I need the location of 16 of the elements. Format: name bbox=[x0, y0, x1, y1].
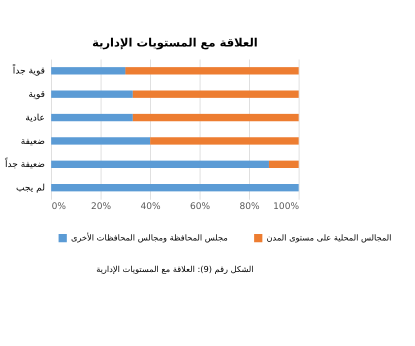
legend-label: مجلس المحافظة ومجالس المحافظات الأخرى bbox=[70, 232, 228, 244]
y-tick-label: لم يجب bbox=[16, 184, 45, 194]
y-tick-label: عادية bbox=[25, 113, 45, 124]
y-tick-label: ضعيفة bbox=[20, 136, 46, 147]
legend-label: المجالس المحلية على مستوى المدن bbox=[266, 232, 392, 244]
x-tick-label: 20% bbox=[90, 202, 112, 212]
x-tick-label: 100% bbox=[273, 202, 300, 212]
x-tick-label: 0% bbox=[52, 202, 66, 212]
x-tick-label: 80% bbox=[240, 202, 260, 212]
text: الشكل رقم (9): العلاقة مع المستويات الإدارية bbox=[96, 264, 254, 275]
y-tick-label: قوية bbox=[28, 90, 45, 100]
y-tick-label: قوية جداً bbox=[12, 64, 45, 77]
x-tick-label: 60% bbox=[190, 202, 211, 212]
chart-title: العلاقة مع المستويات الإدارية bbox=[92, 36, 258, 50]
y-tick-label: ضعيفة جداً bbox=[4, 157, 46, 170]
x-tick-label: 40% bbox=[140, 202, 162, 212]
